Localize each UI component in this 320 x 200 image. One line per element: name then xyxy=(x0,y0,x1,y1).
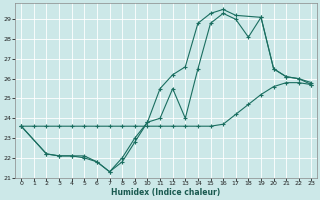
X-axis label: Humidex (Indice chaleur): Humidex (Indice chaleur) xyxy=(111,188,220,197)
